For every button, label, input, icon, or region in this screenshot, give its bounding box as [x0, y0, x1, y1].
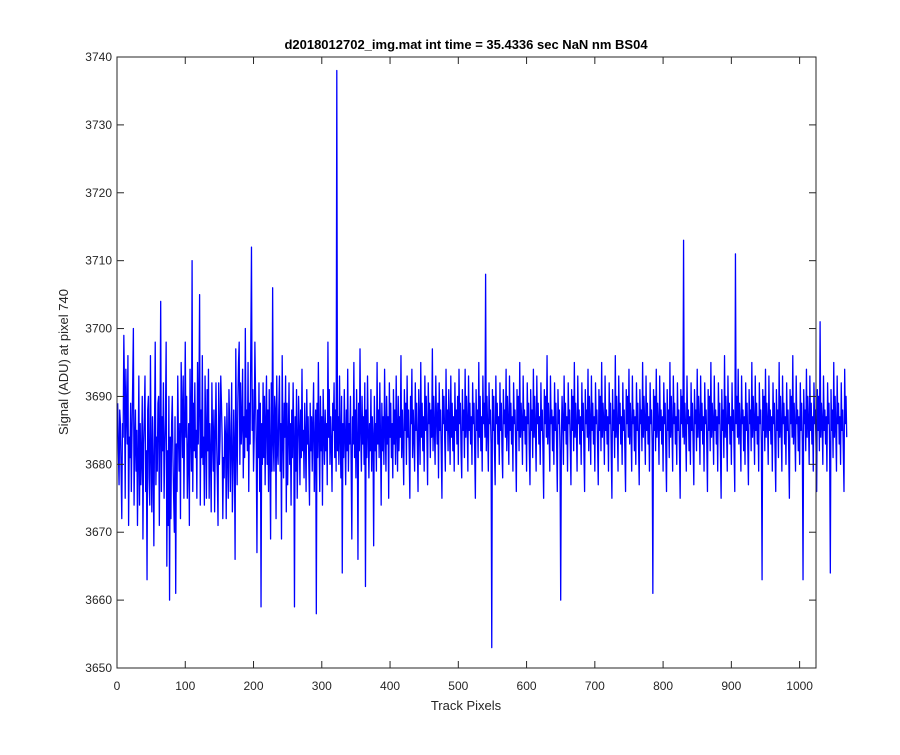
- y-tick-label: 3690: [85, 389, 112, 403]
- y-tick-label: 3710: [85, 254, 112, 268]
- series-layer: [117, 69, 848, 649]
- x-tick-label: 500: [448, 679, 468, 693]
- x-tick-label: 0: [114, 679, 121, 693]
- x-tick-label: 1000: [786, 679, 813, 693]
- x-tick-label: 600: [517, 679, 537, 693]
- x-tick-label: 800: [653, 679, 673, 693]
- y-axis-title: Signal (ADU) at pixel 740: [56, 289, 71, 435]
- plot-area-background: [117, 57, 816, 668]
- y-tick-label: 3740: [85, 50, 112, 64]
- y-tick-label: 3700: [85, 322, 112, 336]
- y-tick-label: 3680: [85, 457, 112, 471]
- x-axis-title: Track Pixels: [431, 698, 502, 713]
- series-line: [117, 69, 848, 649]
- axes-box: [116, 56, 817, 669]
- x-tick-label: 900: [721, 679, 741, 693]
- x-tick-label: 100: [175, 679, 195, 693]
- x-tick-label: 300: [312, 679, 332, 693]
- ticks-layer: 0 100 200 300 400 500 600 700 800 900 1000 3650 3660…: [85, 50, 816, 693]
- y-tick-label: 3650: [85, 661, 112, 675]
- y-tick-label: 3730: [85, 118, 112, 132]
- y-tick-label: 3660: [85, 593, 112, 607]
- y-tick-label: 3670: [85, 525, 112, 539]
- y-tick-label: 3720: [85, 186, 112, 200]
- chart-title: d2018012702_img.mat int time = 35.4336 s…: [284, 37, 648, 52]
- x-tick-label: 200: [244, 679, 264, 693]
- x-tick-label: 400: [380, 679, 400, 693]
- x-tick-label: 700: [585, 679, 605, 693]
